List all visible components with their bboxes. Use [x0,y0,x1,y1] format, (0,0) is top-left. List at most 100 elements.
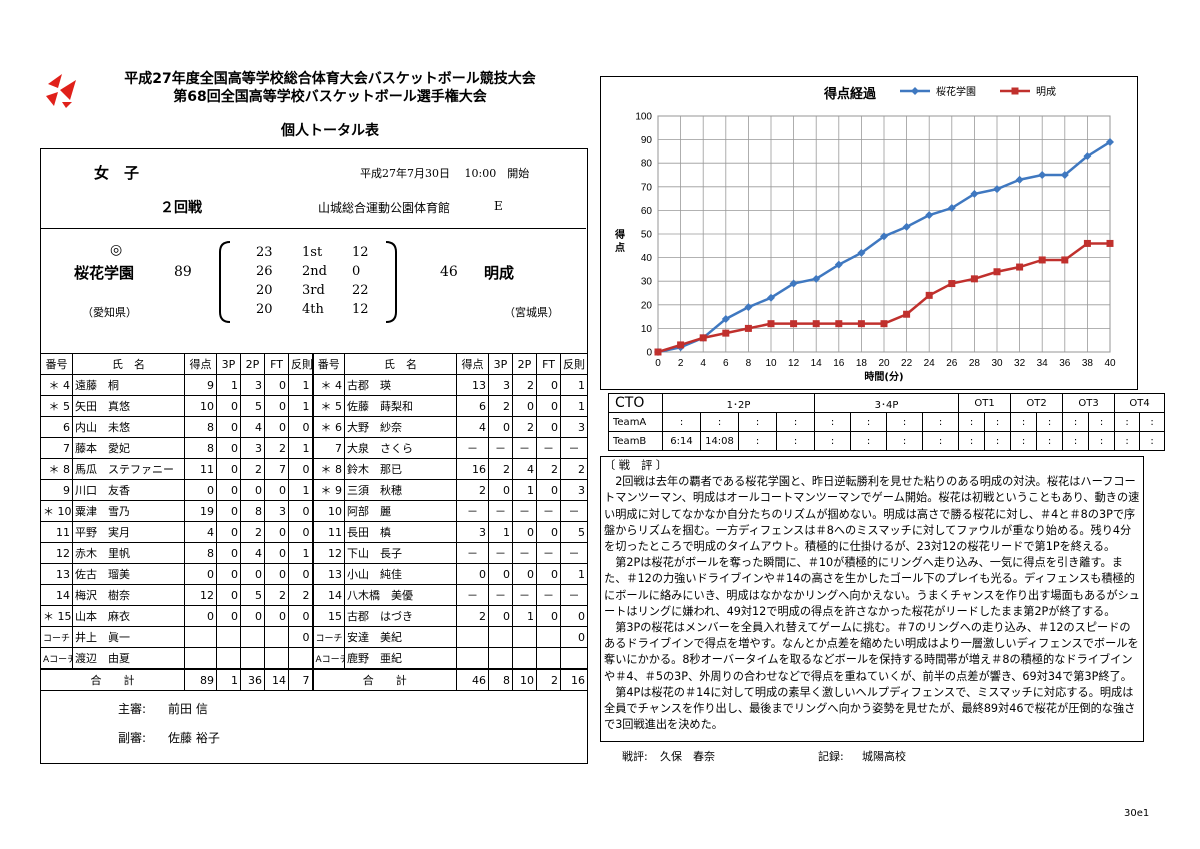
data-point [1106,137,1114,146]
player-number: 10 [312,500,345,522]
stat-cell: 0 [216,416,241,438]
player-number: 14 [312,584,345,606]
player-name: 鹿野 亜紀 [344,647,457,670]
player-name: 下山 長子 [344,542,457,564]
cto-time: : [814,431,852,451]
cto-time: : [922,412,960,432]
x-tick-label: 24 [924,358,936,369]
player-number: Aコーチ [312,647,345,670]
stat-cell: － [456,500,489,522]
player-name: 小山 純佳 [344,563,457,585]
total-cell: 14 [264,668,289,691]
data-point [1106,239,1114,247]
stat-cell: 2 [512,416,537,438]
column-header: 反則 [560,353,588,375]
stat-cell: 3 [240,437,265,459]
stat-cell: 1 [288,542,314,564]
column-header: 2P [512,353,537,375]
data-point [902,222,911,231]
cto-time: 14:08 [700,431,739,451]
column-header: FT [536,353,561,375]
cto-time: 6:14 [662,431,701,451]
game-review: 〔 戦 評 〕 2回戦は去年の覇者である桜花学園と、昨日逆転勝利を見せた粘りのあ… [604,458,1140,733]
player-name: 古郡 瑛 [344,374,457,396]
stats-header-row: 番号氏 名得点 3P 2P FT 反則 番号氏 名得点 3P 2P FT 反則 [40,353,588,375]
stat-cell: 4 [184,521,217,543]
data-point [699,334,707,342]
cto-time: : [1088,412,1116,432]
stat-cell: 19 [184,500,217,522]
stat-cell: 0 [288,626,314,648]
stat-cell: 2 [240,458,265,480]
data-point [947,204,956,213]
stat-cell: － [560,437,588,459]
stat-cell [216,647,241,670]
cto-time: : [1062,412,1090,432]
stat-cell: 0 [264,563,289,585]
y-axis-label: 得 [614,228,625,241]
stat-cell: 0 [536,563,561,585]
legend-marker [911,87,919,95]
cto-time: : [1010,412,1038,432]
stat-cell: 0 [288,605,314,627]
data-point [835,320,843,328]
player-name: 内山 未悠 [72,416,185,438]
player-number: Aコーチ [40,647,73,670]
data-point [993,185,1001,194]
stat-cell: 0 [264,479,289,501]
cto-header-cell: CTO [608,393,663,413]
player-name: 鈴木 那已 [344,458,457,480]
q1-team-b: 12 [352,245,369,260]
player-number: 12 [312,542,345,564]
stat-cell: 1 [560,395,588,417]
total-cell: 7 [288,668,314,691]
stat-cell: 0 [264,374,289,396]
player-number: ＊ 5 [40,395,73,417]
stat-cell: 0 [560,626,588,648]
y-tick-label: 60 [641,206,653,217]
player-number: ＊ 4 [312,374,345,396]
category-label: 女 子 [94,164,140,182]
stat-cell: 13 [456,374,489,396]
stat-cell: 0 [288,458,314,480]
stat-cell: 0 [184,563,217,585]
player-number: 12 [40,542,73,564]
data-point [1061,256,1069,264]
stat-cell [184,626,217,648]
stat-cell: － [456,584,489,606]
stat-cell: 0 [264,416,289,438]
cto-time: : [662,412,701,432]
x-tick-label: 22 [901,358,913,369]
cto-time: : [984,412,1012,432]
stat-cell: 0 [264,395,289,417]
player-number: ＊ 8 [312,458,345,480]
venue-label: 山城総合運動公園体育館 [318,201,451,215]
stat-cell: 4 [240,416,265,438]
stat-cell: 0 [488,563,513,585]
stat-cell: 11 [184,458,217,480]
cto-time: : [850,431,888,451]
cto-time: : [850,412,888,432]
x-tick-label: 26 [946,358,958,369]
recorder-label: 記録: [818,750,844,763]
data-point [721,314,730,323]
stat-cell: － [488,437,513,459]
x-tick-label: 20 [878,358,890,369]
y-axis-label: 点 [615,241,625,254]
q4-team-b: 12 [352,302,369,317]
cto-time: : [984,431,1012,451]
table-row: コーチ 井上 眞一 0 コーチ 安達 美紀 0 [40,626,588,648]
cto-time: : [1114,412,1141,432]
stat-cell: 0 [216,584,241,606]
stat-cell: 1 [488,521,513,543]
totals-label: 合 計 [40,668,185,691]
total-cell: 10 [512,668,537,691]
stat-cell: 0 [536,395,561,417]
data-point [1060,171,1069,179]
x-tick-label: 0 [655,358,661,369]
team-b-prefecture: （宮城県） [504,306,559,319]
stat-cell: 0 [216,521,241,543]
player-name: 古郡 はづき [344,605,457,627]
y-tick-label: 90 [641,135,653,146]
